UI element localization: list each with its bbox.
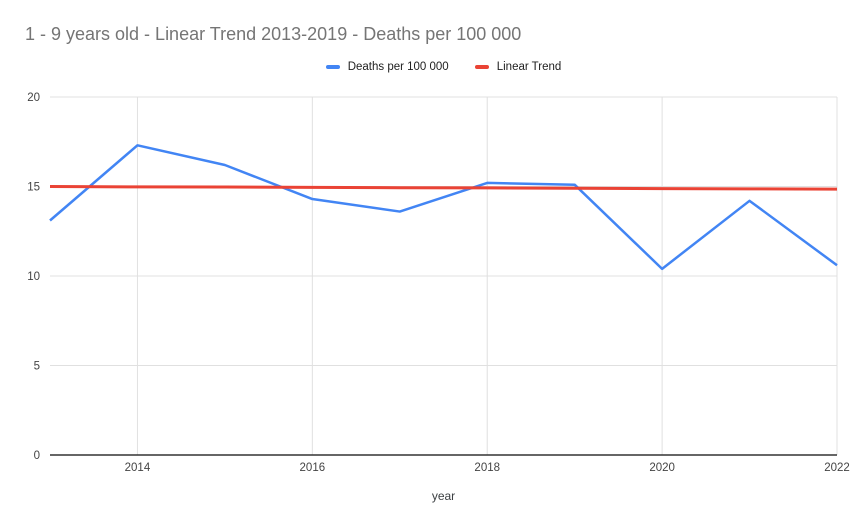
x-tick-label: 2016 <box>300 462 326 474</box>
y-tick-label: 5 <box>34 361 40 373</box>
y-tick-label: 10 <box>27 271 40 283</box>
legend-item-linear-trend: Linear Trend <box>474 61 562 73</box>
series-line-linear-trend <box>49 185 838 191</box>
legend-label: Linear Trend <box>496 61 562 73</box>
y-tick-label: 15 <box>27 182 40 194</box>
legend-item-deaths-per-100-000: Deaths per 100 000 <box>325 61 449 73</box>
chart-legend: Deaths per 100 000 Linear Trend <box>50 59 837 75</box>
chart-title: 1 - 9 years old - Linear Trend 2013-2019… <box>25 24 522 44</box>
series-line-deaths-per-100-000 <box>49 144 838 271</box>
y-tick-label: 20 <box>27 92 40 104</box>
legend-swatch-icon <box>325 65 340 69</box>
x-tick-label: 2018 <box>474 462 500 474</box>
y-tick-label: 0 <box>34 450 40 462</box>
legend-label: Deaths per 100 000 <box>347 61 449 73</box>
x-tick-label: 2014 <box>125 462 151 474</box>
x-tick-label: 2020 <box>649 462 675 474</box>
legend-swatch-icon <box>474 65 489 69</box>
x-tick-label: 2022 <box>824 462 850 474</box>
x-axis-title: year <box>431 489 456 503</box>
